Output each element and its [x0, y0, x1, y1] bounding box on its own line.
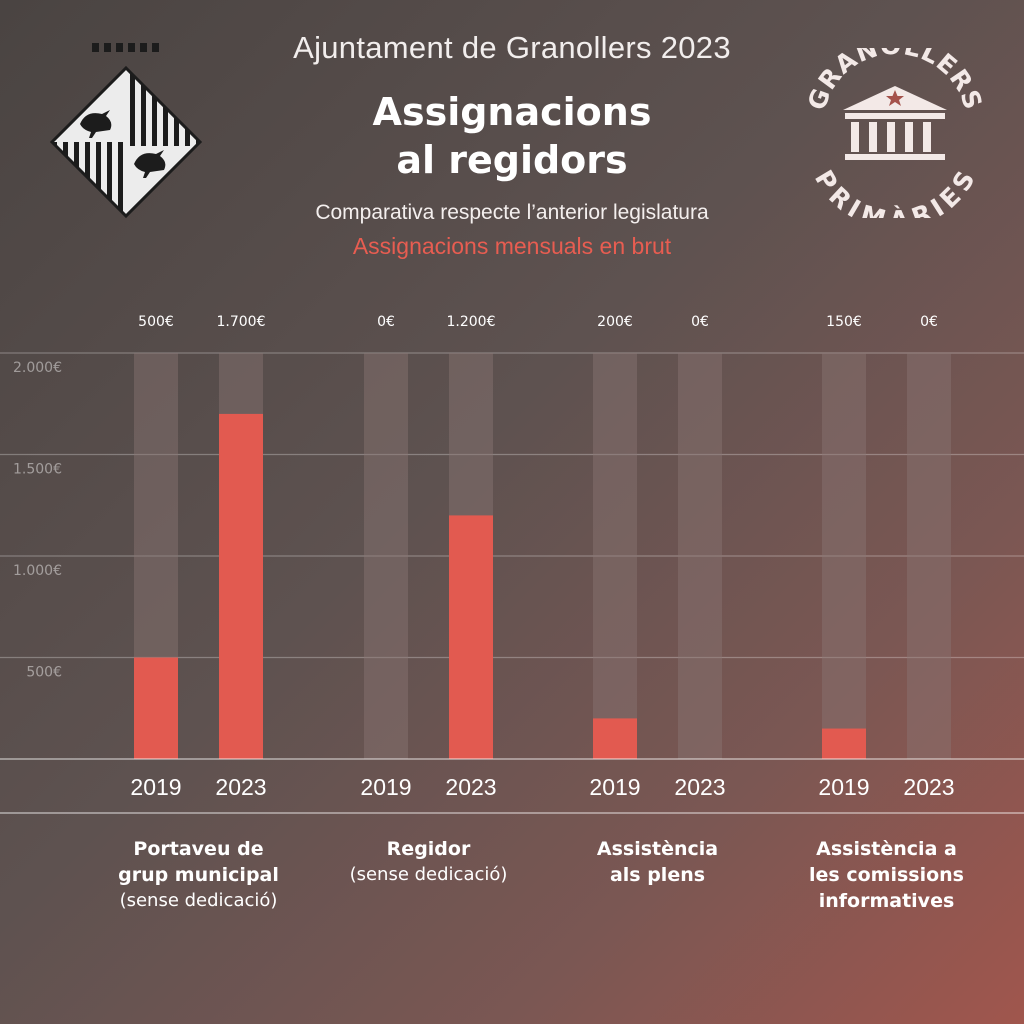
bar-value-label: 0€ [920, 314, 938, 330]
bar-value-label: 500€ [138, 314, 174, 330]
bar-track [907, 353, 951, 759]
category-label: Assistència a les comissions informative… [772, 836, 1002, 914]
granollers-coat-of-arms-icon [49, 43, 203, 219]
title-line-2: al regidors [396, 138, 628, 182]
bar-chart: 500€ 1.000€ 1.500€ 2.000€ 500€ 2019 1.700€ 2023… [0, 314, 1024, 814]
y-tick-label: 1.000€ [13, 563, 62, 579]
x-tick-year-label: 2019 [818, 774, 869, 800]
bar [449, 515, 493, 759]
bar [822, 728, 866, 759]
granollers-primaries-logo-icon: GRANOLLERS PRIMÀRIES [805, 48, 985, 218]
category-label-sub: (sense dedicació) [119, 890, 278, 911]
category-label-main: Regidor [386, 838, 471, 860]
bar-value-label: 1.700€ [217, 314, 266, 330]
x-tick-year-label: 2019 [589, 774, 640, 800]
bar-track [822, 353, 866, 759]
x-tick-year-label: 2023 [674, 774, 725, 800]
category-label: Assistència als plens [543, 836, 773, 888]
title-line-1: Assignacions [372, 90, 652, 134]
x-tick-year-label: 2019 [360, 774, 411, 800]
category-label: Regidor (sense dedicació) [314, 836, 544, 888]
category-label-main: Portaveu de grup municipal [118, 838, 279, 886]
y-tick-label: 1.500€ [13, 462, 62, 478]
x-tick-year-label: 2023 [903, 774, 954, 800]
chart-subtitle-accent: Assignacions mensuals en brut [352, 233, 672, 259]
bar [593, 718, 637, 759]
y-tick-label: 2.000€ [13, 360, 62, 376]
x-tick-year-label: 2023 [445, 774, 496, 800]
chart-subtitle: Comparativa respecte l’anterior legislat… [315, 201, 709, 224]
x-tick-year-label: 2019 [130, 774, 181, 800]
category-label-sub: (sense dedicació) [349, 864, 508, 885]
page-title: Assignacions al regidors [0, 88, 1024, 184]
bar-value-label: 0€ [691, 314, 709, 330]
category-label: Portaveu de grup municipal (sense dedicac… [84, 836, 314, 914]
bar-track [593, 353, 637, 759]
y-tick-label: 500€ [26, 665, 62, 681]
organization-line: Ajuntament de Granollers 2023 [293, 30, 731, 65]
bar [134, 657, 178, 759]
bar-value-label: 150€ [826, 314, 862, 330]
bar-track [678, 353, 722, 759]
bar-value-label: 0€ [377, 314, 395, 330]
x-tick-year-label: 2023 [215, 774, 266, 800]
bar-track [364, 353, 408, 759]
category-label-main: Assistència als plens [596, 838, 719, 886]
bar-value-label: 1.200€ [447, 314, 496, 330]
bar-value-label: 200€ [597, 314, 633, 330]
bar [219, 413, 263, 759]
category-label-main: Assistència a les comissions informative… [809, 838, 964, 912]
